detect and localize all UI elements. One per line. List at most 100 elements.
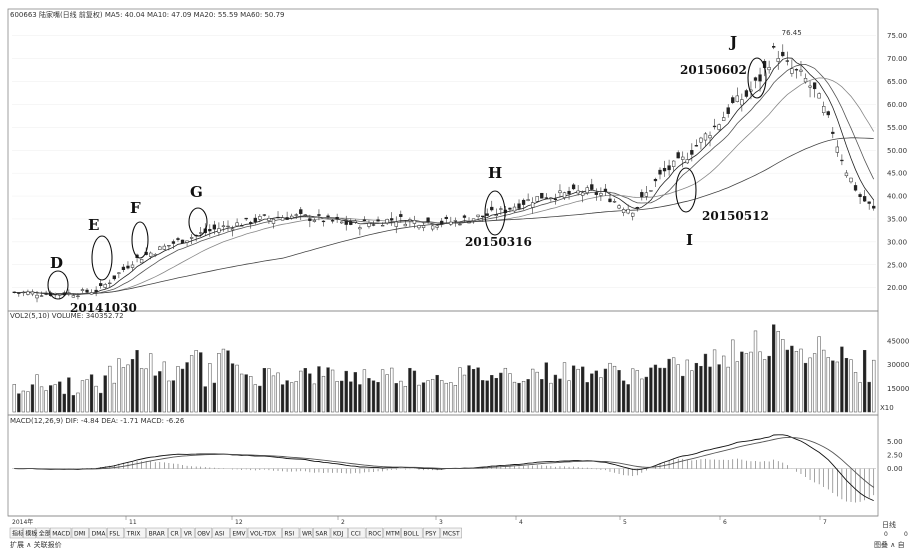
volume-bar [308,373,312,413]
candle-body [208,228,212,232]
candle-body [67,292,71,294]
volume-bar [376,382,380,413]
candle-body [308,218,312,221]
volume-bar [481,380,485,413]
candle-body [189,237,194,239]
candle-body [235,222,239,227]
candle-body [180,239,185,244]
volume-bar [167,380,171,413]
indicator-tab-label: VOL-TDX [250,531,276,538]
volume-bar [558,378,562,413]
annotation-letter-J: J [728,33,737,51]
volume-bar [380,369,385,413]
date-axis-month: 2 [341,519,345,526]
volume-bar [549,382,553,413]
status-right[interactable]: 图叠 ∧ 自 [874,541,905,549]
indicator-tab[interactable] [401,527,423,539]
volume-bar [526,379,530,413]
candle-body [521,199,526,205]
volume-bar [521,381,526,413]
volume-bar [485,380,489,413]
candle-body [399,214,403,217]
indicator-tab-label: DMA [92,531,107,538]
volume-bar [649,367,653,413]
volume-bar [390,367,394,413]
indicator-tab[interactable] [194,527,213,539]
indicator-tabs[interactable]: 指标 模板 全部 MACD DMI DMA FSL TRIX BRAR CR VR OBV ASI EMV… [9,527,462,539]
indicator-tab[interactable] [348,527,366,539]
candle-body [262,214,267,216]
volume-bar [139,368,144,413]
day-label[interactable]: 日线 [882,521,896,529]
volume-bar [235,364,239,413]
indicator-tab[interactable] [181,527,195,539]
annotation-ellipse-J [747,57,767,99]
volume-bar [581,366,585,413]
volume-bar [39,386,44,413]
date-axis-month: 12 [235,519,243,526]
candle-body [826,111,830,116]
candle-body [740,99,744,106]
volume-bar [112,382,116,413]
indicator-tab[interactable] [383,527,401,539]
indicator-tab-label: 模板 [25,530,37,538]
indicator-tab[interactable] [106,527,125,539]
indicator-tab[interactable] [230,527,248,539]
annotation-letter-E: E [88,216,99,234]
volume-bar [867,381,871,413]
candle-body [30,291,35,295]
volume-bar [540,379,544,413]
indicator-tab[interactable] [124,527,146,539]
candle-body [440,220,444,225]
candle-body [772,46,776,48]
indicator-tab[interactable] [422,527,441,539]
indicator-tab[interactable] [365,527,384,539]
indicator-tab[interactable] [299,527,313,539]
candle-body [535,196,539,202]
candle-body [362,219,367,222]
indicator-tab[interactable] [89,527,107,539]
candle-body [753,77,758,81]
volume-bar [412,370,417,413]
candle-body [862,196,867,202]
date-axis-month: 11 [129,519,137,526]
indicator-tab[interactable] [71,527,89,539]
volume-bar [790,345,794,413]
indicator-tab[interactable] [212,527,230,539]
volume-bar [221,348,226,413]
status-left[interactable]: 扩展 ∧ 关联报价 [10,541,62,549]
candle-body [849,177,853,183]
volume-bar [717,364,721,413]
macd-tick-label: 0.00 [887,465,903,473]
volume-bar [585,382,589,413]
indicator-tab[interactable] [49,527,72,539]
candle-body [249,222,253,225]
volume-bar [640,378,644,413]
candle-body [512,206,517,212]
annotation-date-D: 20141030 [70,301,137,315]
macd-dea-line [14,436,874,488]
volume-bar [758,351,762,413]
indicator-tab[interactable] [313,527,331,539]
candle-body [599,193,603,196]
candle-body [253,217,257,223]
annotation-letter-H: H [488,164,502,182]
volume-bar [30,384,35,413]
candle-body [571,184,576,190]
candle-body [112,275,116,280]
macd-tick-label: 2.50 [887,452,903,460]
candle-body [321,220,326,223]
indicator-tab[interactable] [36,527,50,539]
indicator-tab[interactable] [9,527,23,539]
volume-bar [239,373,244,413]
indicator-tab[interactable] [330,527,348,539]
candle-body [380,225,385,227]
volume-bar [708,366,712,413]
indicator-tab[interactable] [247,527,282,539]
indicator-tab[interactable] [23,527,37,539]
indicator-tab[interactable] [146,527,168,539]
indicator-tab[interactable] [168,527,182,539]
indicator-tab[interactable] [440,527,462,539]
volume-bar [776,331,780,413]
indicator-tab[interactable] [282,527,300,539]
